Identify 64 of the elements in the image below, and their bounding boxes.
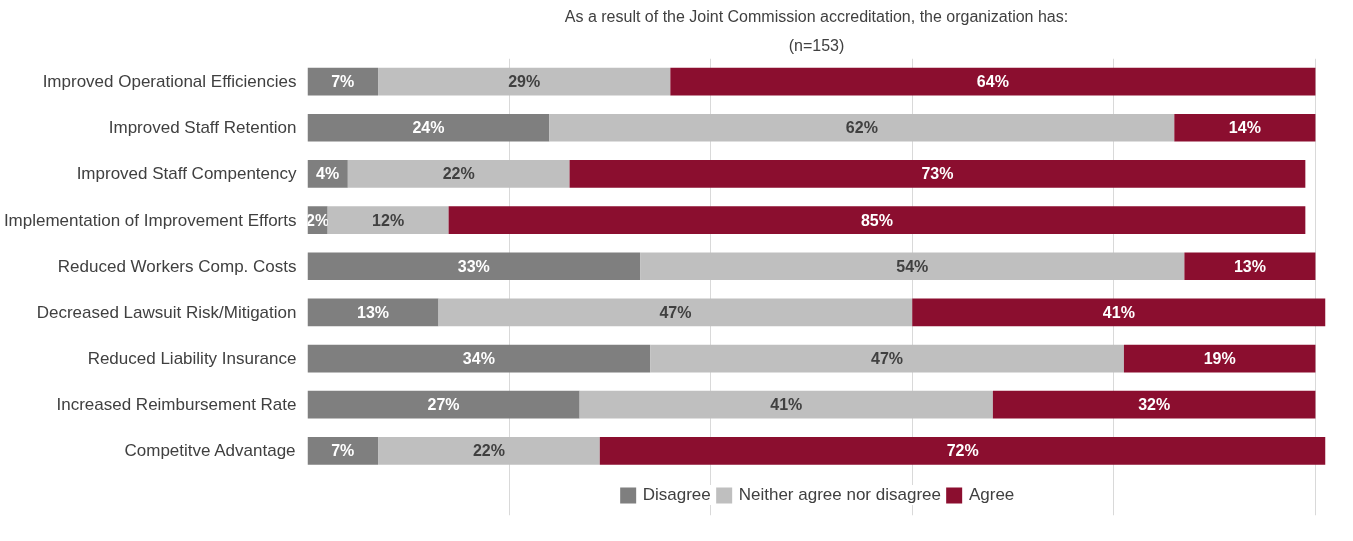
data-label: 19% xyxy=(1203,350,1236,368)
bar xyxy=(307,252,641,281)
bar xyxy=(327,206,449,234)
data-label: 13% xyxy=(357,303,390,321)
data-label: 7% xyxy=(331,73,355,91)
bar xyxy=(912,298,1326,327)
y-tick-label: Improved Operational Efficiencies xyxy=(42,72,297,92)
data-label: 64% xyxy=(976,73,1009,91)
bar xyxy=(438,298,913,327)
bar xyxy=(599,437,1326,465)
data-label: 47% xyxy=(871,350,904,368)
bar xyxy=(549,113,1175,142)
data-label: 27% xyxy=(427,396,460,414)
bar xyxy=(378,67,671,96)
y-tick-label: Implementation of Improvement Efforts xyxy=(3,210,297,230)
y-tick-label: Decreased Lawsuit Risk/Mitigation xyxy=(36,302,297,322)
bar xyxy=(579,390,993,419)
bar xyxy=(307,390,580,419)
bar xyxy=(1123,344,1316,373)
data-label: 32% xyxy=(1138,396,1171,414)
data-label: 33% xyxy=(457,257,490,275)
chart-subtitle: (n=153) xyxy=(788,36,845,54)
y-tick-label: Reduced Liability Insurance xyxy=(87,349,297,369)
bar xyxy=(448,206,1306,234)
legend-label: Neither agree nor disagree xyxy=(738,485,941,505)
y-tick-label: Improved Staff Retention xyxy=(108,118,297,138)
bar xyxy=(307,113,550,142)
data-label: 34% xyxy=(462,350,495,368)
bar xyxy=(569,160,1306,188)
y-tick-label: Competitve Advantage xyxy=(124,441,296,461)
bar xyxy=(640,252,1185,281)
bar xyxy=(992,390,1316,419)
bar xyxy=(307,344,651,373)
data-label: 54% xyxy=(896,257,929,275)
data-label: 41% xyxy=(1102,303,1135,321)
bar xyxy=(378,437,600,465)
data-label: 62% xyxy=(845,119,878,137)
bar xyxy=(670,67,1316,96)
data-label: 47% xyxy=(659,303,692,321)
legend-label: Agree xyxy=(968,485,1015,505)
y-tick-label: Reduced Workers Comp. Costs xyxy=(57,256,297,276)
data-label: 73% xyxy=(921,165,954,183)
bar xyxy=(347,160,570,188)
bar xyxy=(307,298,439,327)
y-tick-label: Increased Reimbursement Rate xyxy=(56,395,297,415)
bar xyxy=(1174,113,1316,142)
y-tick-label: Improved Staff Compentency xyxy=(76,164,297,184)
data-label: 85% xyxy=(860,211,893,229)
data-label: 14% xyxy=(1228,119,1261,137)
data-label: 29% xyxy=(508,73,541,91)
legend-label: Disagree xyxy=(642,485,711,505)
data-label: 22% xyxy=(472,442,505,460)
bar xyxy=(307,437,379,465)
data-label: 22% xyxy=(442,165,475,183)
data-label: 72% xyxy=(946,442,979,460)
bar xyxy=(1184,252,1316,281)
data-label: 12% xyxy=(372,211,405,229)
data-label: 4% xyxy=(316,165,340,183)
data-label: 7% xyxy=(331,442,355,460)
data-label: 41% xyxy=(770,396,803,414)
data-label: 13% xyxy=(1233,257,1266,275)
chart-title: As a result of the Joint Commission accreditation, the organization has: xyxy=(564,7,1069,25)
bar xyxy=(650,344,1124,373)
data-label: 24% xyxy=(412,119,445,137)
